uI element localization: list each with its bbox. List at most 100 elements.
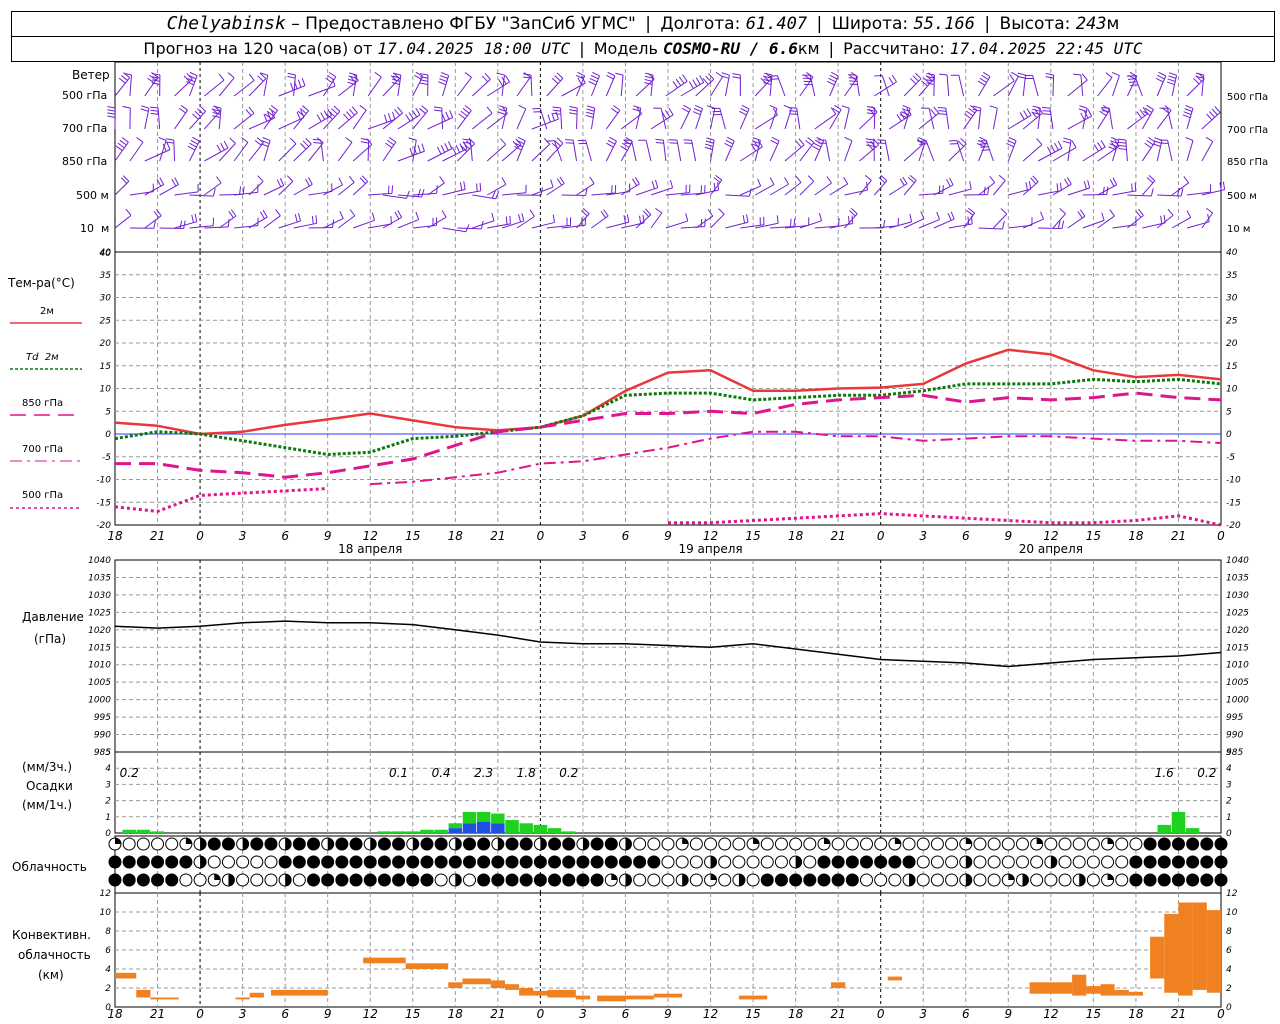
precip-bar-rain <box>533 824 548 833</box>
cloud-symbol <box>1129 873 1143 887</box>
time-tick-label: 12 <box>1043 529 1058 543</box>
cloud-symbol <box>108 837 122 851</box>
temp-tick-left: 40 <box>100 248 112 258</box>
cloud-symbol <box>363 855 377 869</box>
wind-barb <box>1041 107 1054 130</box>
cloud-symbol <box>292 855 306 869</box>
cloud-symbol <box>250 837 264 851</box>
wind-barb <box>212 105 222 130</box>
wind-barb <box>234 184 259 196</box>
lat-value: 55.166 <box>913 14 975 34</box>
conv-bar <box>1100 984 1115 996</box>
cloud-symbol <box>491 837 505 851</box>
precip-bar-rain <box>1157 824 1172 833</box>
wind-barb <box>546 72 564 97</box>
time-tick-label: 9 <box>324 1007 332 1021</box>
time-tick-label: 0 <box>877 1007 885 1021</box>
cloud-symbol <box>108 855 122 869</box>
wind-barb <box>635 208 652 229</box>
wind-barb <box>1037 140 1063 162</box>
wind-barb <box>353 212 376 229</box>
time-tick-label: 15 <box>405 1007 420 1021</box>
wind-barb <box>903 174 917 196</box>
conv-bar <box>1029 982 1073 994</box>
time-tick-label: 12 <box>1043 1007 1058 1021</box>
cloud-symbol <box>916 873 930 887</box>
precip-bar-mix <box>448 828 463 833</box>
cloud-symbol <box>193 873 207 887</box>
cloud-symbol <box>590 855 604 869</box>
cloud-symbol <box>491 855 505 869</box>
cloud-symbol <box>746 873 760 887</box>
time-tick-label: 3 <box>239 529 247 543</box>
cloud-symbol <box>689 837 703 851</box>
cloud-symbol <box>420 873 434 887</box>
wind-barb <box>397 107 421 130</box>
cloud-symbol <box>732 873 746 887</box>
cloud-symbol <box>1044 837 1058 851</box>
conv-bar <box>115 972 137 979</box>
pressure-tick-left: 1015 <box>88 643 111 653</box>
time-tick-label: 15 <box>745 1007 760 1021</box>
wind-barb <box>248 209 268 229</box>
precip-tick-right: 4 <box>1226 764 1232 774</box>
time-tick-label: 12 <box>363 1007 378 1021</box>
cloud-symbol <box>1157 837 1171 851</box>
wind-barb <box>486 106 508 130</box>
temp-tick-left: 20 <box>100 339 112 349</box>
cloud-symbol <box>1058 873 1072 887</box>
wind-barb <box>653 107 667 130</box>
precip-bar-rain <box>136 829 151 833</box>
wind-barb <box>1037 182 1062 196</box>
temp-top-label: 40 <box>100 249 112 259</box>
wind-barb <box>665 74 688 97</box>
wind-barb <box>1078 105 1088 130</box>
cloud-symbol <box>1214 837 1228 851</box>
conv-bar <box>504 984 520 990</box>
wind-barb <box>963 186 990 196</box>
wind-barb <box>1112 216 1137 229</box>
wind-barb <box>978 221 1005 230</box>
cloud-symbol <box>831 855 845 869</box>
conv-bar <box>533 990 548 996</box>
precip-bar-rain <box>491 813 505 824</box>
wind-barb <box>308 78 336 97</box>
temp-tick-right: 40 <box>1226 248 1238 258</box>
wind-barb <box>889 213 913 229</box>
wind-barb <box>1052 140 1077 162</box>
wind-barb <box>665 213 689 229</box>
wind-barb <box>591 184 617 196</box>
time-tick-label: 9 <box>1004 1007 1012 1021</box>
wind-barb <box>561 187 588 196</box>
cloud-symbol <box>1015 837 1029 851</box>
conv-bar <box>405 963 449 969</box>
model-unit: км <box>797 39 820 58</box>
cloud-symbol <box>845 837 859 851</box>
wind-barb <box>412 71 424 97</box>
wind-barb <box>427 109 454 130</box>
conv-tick-left: 4 <box>105 965 111 975</box>
wind-barb <box>278 175 294 196</box>
precip-annotation: 0.1 <box>389 766 408 780</box>
wind-barb <box>888 176 908 196</box>
wind-barb <box>576 176 595 196</box>
cloud-symbol <box>434 837 448 851</box>
cloud-symbol <box>633 855 647 869</box>
precip-bar-rain <box>434 829 448 833</box>
wind-barb <box>605 105 621 130</box>
cloud-symbol <box>236 855 250 869</box>
pressure-tick-right: 1040 <box>1226 556 1249 566</box>
wind-barb <box>1142 214 1166 229</box>
wind-barb <box>293 215 318 229</box>
wind-barb <box>412 217 438 229</box>
time-tick-label: 12 <box>703 529 718 543</box>
wind-barb <box>1038 220 1065 229</box>
temp-tick-left: 15 <box>100 362 112 372</box>
cloud-symbol <box>207 873 221 887</box>
cloud-symbol <box>803 873 817 887</box>
cloud-symbol <box>803 837 817 851</box>
cloud-symbol <box>945 855 959 869</box>
wind-barb <box>577 139 592 162</box>
cloud-symbol <box>562 873 576 887</box>
wind-barb <box>107 106 116 130</box>
